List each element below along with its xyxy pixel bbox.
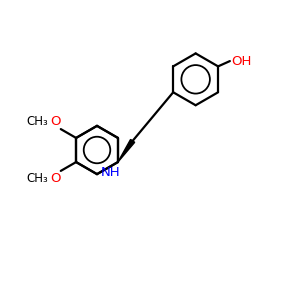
Text: O: O	[50, 172, 61, 185]
Text: NH: NH	[100, 166, 120, 179]
Text: OH: OH	[231, 55, 252, 68]
Polygon shape	[118, 140, 135, 162]
Text: CH₃: CH₃	[27, 115, 48, 128]
Text: CH₃: CH₃	[27, 172, 48, 185]
Text: O: O	[50, 115, 61, 128]
